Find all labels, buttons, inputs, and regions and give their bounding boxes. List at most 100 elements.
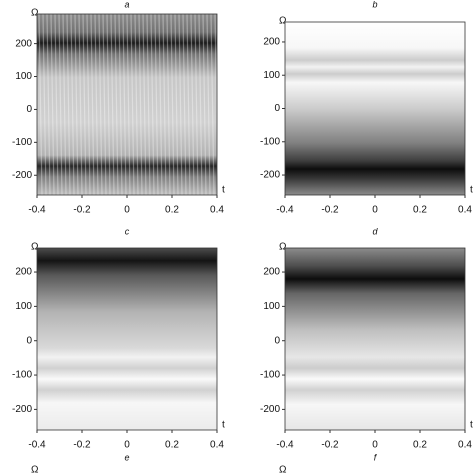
heatmap-texture [82, 13, 87, 196]
heatmap-texture [174, 13, 179, 196]
x-tick-label: 0 [124, 440, 130, 451]
x-tick-label: 0.4 [458, 205, 472, 216]
y-tick-label: 200 [263, 267, 280, 278]
y-tick-label: -100 [12, 370, 32, 381]
y-tick-label: -200 [260, 170, 280, 181]
y-axis-label: Ω [279, 16, 287, 27]
heatmap-image [37, 248, 217, 430]
heatmap-texture [90, 13, 95, 196]
heatmap-image [285, 22, 465, 195]
heatmap-texture [150, 13, 155, 196]
heatmap-texture [50, 13, 55, 196]
x-tick-label: -0.2 [73, 440, 91, 451]
heatmap-texture [214, 13, 219, 196]
x-tick-label: -0.4 [28, 440, 46, 451]
y-axis-label: Ω [279, 242, 287, 253]
heatmap-texture [94, 13, 99, 196]
y-tick-label: 100 [263, 301, 280, 312]
heatmap-image [37, 14, 217, 195]
y-tick-label: 200 [263, 37, 280, 48]
x-axis-label: t [222, 185, 225, 196]
heatmap-texture [54, 13, 59, 196]
x-tick-label: 0 [372, 205, 378, 216]
x-tick-label: 0 [372, 440, 378, 451]
heatmap-texture [166, 13, 171, 196]
y-tick-label: -200 [260, 404, 280, 415]
heatmap-texture [154, 13, 159, 196]
heatmap-texture [38, 13, 43, 196]
panel-title: a [124, 0, 129, 9]
y-axis-label: Ω [31, 242, 39, 253]
x-tick-label: -0.4 [28, 205, 46, 216]
y-tick-label: 100 [15, 301, 32, 312]
heatmap-texture [142, 13, 147, 196]
y-tick-label: -100 [260, 136, 280, 147]
x-tick-label: 0.2 [413, 440, 427, 451]
y-axis-label: Ω [31, 8, 39, 19]
panel-title: c [125, 226, 130, 236]
x-axis-label: t [470, 185, 473, 196]
heatmap-texture [198, 13, 203, 196]
heatmap-texture [190, 13, 195, 196]
x-tick-label: 0.4 [210, 205, 224, 216]
panel-title: f [374, 452, 378, 462]
y-axis-label: Ω [31, 465, 39, 474]
y-tick-label: -100 [260, 370, 280, 381]
y-tick-label: 100 [263, 70, 280, 81]
heatmap-texture [114, 13, 119, 196]
heatmap-texture [78, 13, 83, 196]
heatmap-texture [182, 13, 187, 196]
heatmap-texture [118, 13, 123, 196]
x-tick-label: -0.2 [73, 205, 91, 216]
panel-title: b [372, 0, 377, 9]
heatmap-texture [98, 13, 103, 196]
heatmap-texture [206, 13, 211, 196]
heatmap-texture [42, 13, 47, 196]
y-tick-label: 0 [26, 335, 32, 346]
heatmap-texture [158, 13, 163, 196]
x-tick-label: -0.4 [276, 205, 294, 216]
heatmap-texture [138, 13, 143, 196]
y-tick-label: 200 [15, 38, 32, 49]
y-tick-label: -100 [12, 137, 32, 148]
x-tick-label: 0.2 [413, 205, 427, 216]
heatmap-texture [62, 13, 67, 196]
x-tick-label: -0.2 [321, 205, 339, 216]
heatmap-texture [102, 13, 107, 196]
y-tick-label: 0 [274, 335, 280, 346]
y-axis-label: Ω [279, 465, 287, 474]
heatmap-texture [146, 13, 151, 196]
x-tick-label: 0.4 [458, 440, 472, 451]
y-tick-label: -200 [12, 170, 32, 181]
heatmap-texture [202, 13, 207, 196]
x-axis-label: t [470, 420, 473, 431]
x-tick-label: -0.4 [276, 440, 294, 451]
y-tick-label: 100 [15, 71, 32, 82]
heatmap-texture [70, 13, 75, 196]
heatmap-texture [110, 13, 115, 196]
heatmap-texture [66, 13, 71, 196]
heatmap-texture [126, 13, 131, 196]
panel-title: d [372, 226, 378, 236]
heatmap-texture [74, 13, 79, 196]
heatmap-texture [134, 13, 139, 196]
heatmap-texture [210, 13, 215, 196]
heatmap-texture [58, 13, 63, 196]
x-tick-label: 0 [124, 205, 130, 216]
heatmap-image [285, 248, 465, 430]
heatmap-texture [194, 13, 199, 196]
x-tick-label: 0.4 [210, 440, 224, 451]
heatmap-texture [86, 13, 91, 196]
x-axis-label: t [222, 420, 225, 431]
y-tick-label: -200 [12, 404, 32, 415]
heatmap-texture [162, 13, 167, 196]
heatmap-texture [46, 13, 51, 196]
x-tick-label: 0.2 [165, 440, 179, 451]
heatmap-texture [130, 13, 135, 196]
heatmap-texture [106, 13, 111, 196]
x-tick-label: 0.2 [165, 205, 179, 216]
y-tick-label: 200 [15, 267, 32, 278]
x-tick-label: -0.2 [321, 440, 339, 451]
panel-title: e [124, 452, 129, 462]
